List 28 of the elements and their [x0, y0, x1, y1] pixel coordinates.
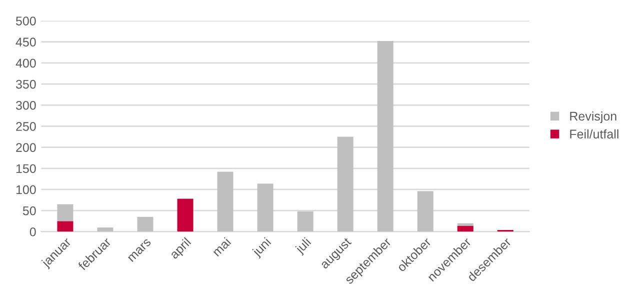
y-tick-label: 500	[16, 16, 36, 26]
y-tick-label: 450	[16, 38, 36, 47]
y-tick-label: 400	[16, 58, 36, 68]
y-tick-label: 350	[16, 80, 36, 89]
bar	[217, 172, 234, 232]
bar	[417, 191, 434, 232]
bar	[57, 221, 74, 232]
y-tick-label: 50	[22, 206, 36, 216]
y-tick-label: 200	[16, 143, 36, 152]
bar	[297, 211, 314, 232]
y-tick-label: 100	[16, 185, 36, 194]
y-tick-label: 0	[30, 227, 36, 236]
legend-label: Revisjon	[570, 111, 616, 124]
bar	[257, 184, 274, 232]
bar	[337, 136, 354, 232]
bar	[177, 198, 194, 232]
bar	[457, 226, 474, 232]
bar	[137, 216, 154, 232]
x-tick-label: juli	[294, 237, 313, 256]
bar	[57, 204, 74, 222]
y-tick-label: 150	[16, 164, 36, 174]
x-tick-label: mai	[212, 237, 232, 257]
bar	[457, 223, 474, 226]
y-tick-label: 250	[16, 122, 36, 131]
legend-label: Feil/utfall	[570, 129, 618, 139]
y-tick-label: 300	[16, 100, 36, 110]
bar	[97, 227, 114, 232]
bar	[377, 41, 394, 232]
